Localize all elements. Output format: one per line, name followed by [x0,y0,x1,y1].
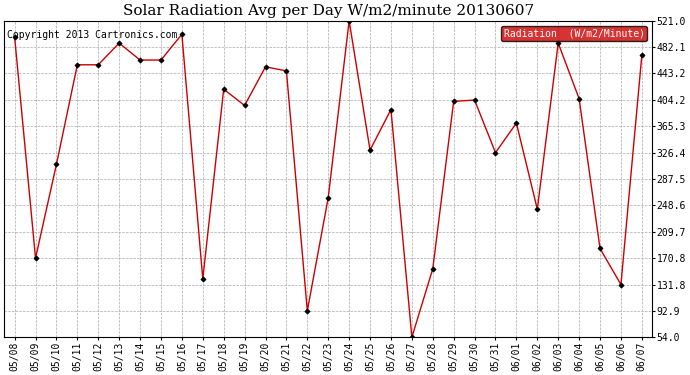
Point [260,64,271,70]
Point [364,147,375,153]
Point [218,86,229,92]
Point [344,18,355,24]
Point [135,57,146,63]
Point [448,98,459,104]
Point [490,150,501,156]
Point [406,334,417,340]
Point [239,102,250,108]
Point [469,97,480,103]
Text: Copyright 2013 Cartronics.com: Copyright 2013 Cartronics.com [8,30,178,40]
Point [595,246,606,252]
Point [51,161,62,167]
Point [92,62,104,68]
Title: Solar Radiation Avg per Day W/m2/minute 20130607: Solar Radiation Avg per Day W/m2/minute … [123,4,534,18]
Point [114,40,125,46]
Point [9,34,20,40]
Point [30,255,41,261]
Point [573,96,584,102]
Legend: Radiation  (W/m2/Minute): Radiation (W/m2/Minute) [501,26,647,41]
Point [511,120,522,126]
Point [636,52,647,58]
Point [615,282,627,288]
Point [427,266,438,272]
Point [532,206,543,212]
Point [323,195,334,201]
Point [386,106,397,112]
Point [72,62,83,68]
Point [281,68,292,74]
Point [197,276,208,282]
Point [553,40,564,46]
Point [302,308,313,314]
Point [177,31,188,37]
Point [155,57,166,63]
